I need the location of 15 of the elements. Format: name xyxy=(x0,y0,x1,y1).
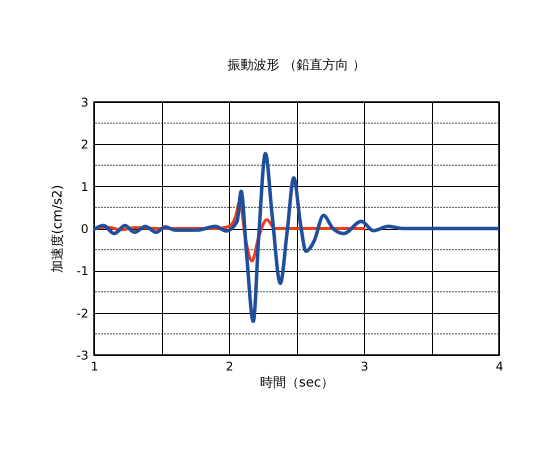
chart-title: 振動波形 （鉛直方向 ） xyxy=(227,57,366,73)
x-tick-label: 1 xyxy=(90,360,98,374)
y-axis-title: 加速度(cm/s2) xyxy=(50,184,66,274)
x-axis-title: 時間（sec） xyxy=(260,376,334,390)
y-tick-label: -2 xyxy=(76,306,88,320)
y-tick-label: 1 xyxy=(80,180,88,194)
x-tick-label: 2 xyxy=(226,360,234,374)
x-tick-label: 3 xyxy=(360,360,368,374)
y-tick-label: 0 xyxy=(80,222,88,236)
y-tick-label: 2 xyxy=(80,138,88,152)
y-tick-label: -1 xyxy=(76,264,88,278)
line-series xyxy=(94,152,499,324)
x-tick-label: 4 xyxy=(496,360,504,374)
y-tick-label: 3 xyxy=(80,96,88,110)
y-tick-label: -3 xyxy=(76,348,88,362)
